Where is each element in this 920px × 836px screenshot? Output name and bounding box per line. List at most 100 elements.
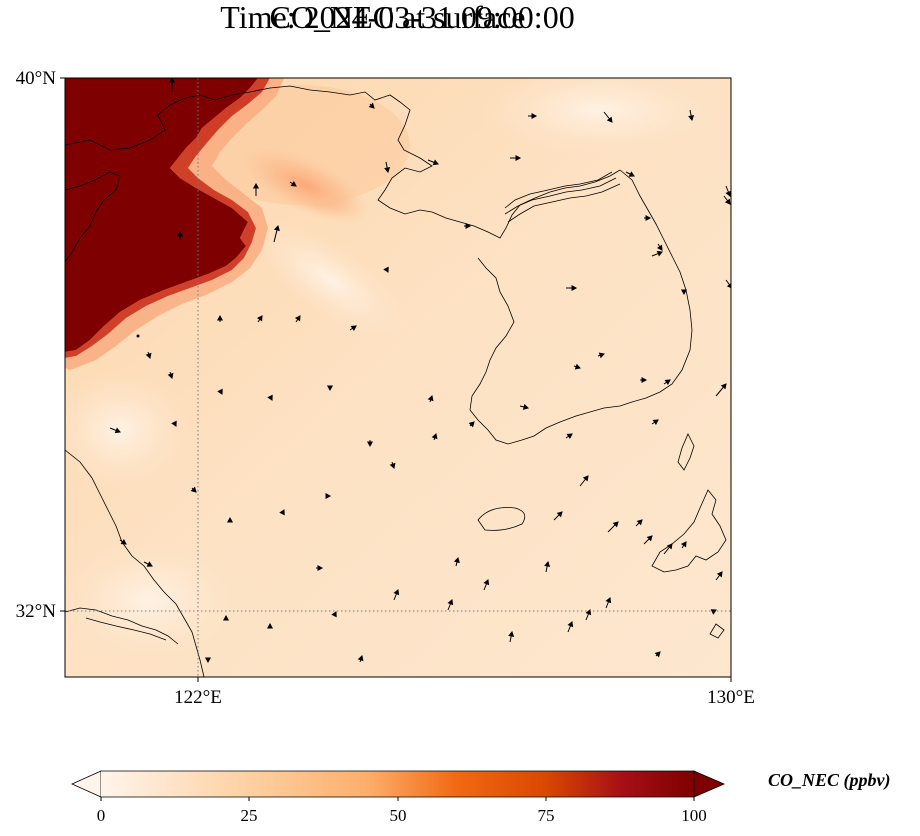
wind-arrow [725,279,731,289]
wind-arrow [389,461,396,469]
wind-arrow [171,420,177,427]
wind-arrow [663,379,671,386]
wind-arrow [357,655,364,663]
wind-arrow [651,250,663,257]
colorbar-tick-50: 50 [390,806,407,825]
wind-arrow [294,315,301,323]
wind-arrow [585,609,592,621]
colorbar-tick-100: 100 [681,806,707,825]
wind-arrow [725,185,731,197]
axis-ticks [60,77,732,682]
wind-arrow [567,621,574,633]
wind-arrow [680,541,687,549]
colorbar-label: CO_NEC (ppbv) [768,770,891,790]
wind-arrow [289,180,297,187]
colorbar-tick-75: 75 [538,806,555,825]
wind-arrow [663,543,673,555]
lon-tick-label-130: 130°E [707,687,755,708]
wind-arrow [267,394,273,401]
wind-vectors [109,78,731,664]
wind-arrow [431,433,438,441]
wind-arrow [715,571,723,581]
concentration-field [65,78,731,677]
colorbar-extend-low [71,770,102,798]
wind-arrow [710,609,717,615]
wind-arrow [607,521,619,533]
wind-arrow [656,243,663,251]
wind-arrow [544,560,551,573]
wind-arrow [143,561,153,567]
wind-arrow [654,651,661,658]
colorbar-tick-25: 25 [241,806,258,825]
wind-arrow [279,509,285,516]
wind-arrow [651,419,659,426]
wind-arrow [222,614,230,621]
wind-arrow [688,109,695,122]
wind-arrow [252,182,260,196]
wind-arrow [644,214,652,222]
wind-arrow [566,284,578,292]
wind-arrow [510,154,522,162]
map-title-line-1: CO_NEC at surface [269,0,526,35]
wind-arrow [468,421,475,428]
colorbar-tick-0: 0 [97,806,106,825]
wind-arrow [136,334,140,338]
wind-arrow [393,589,400,601]
wind-arrow [427,395,434,403]
wind-arrow [368,102,375,109]
wind-arrow [256,315,263,323]
wind-arrow [723,195,731,205]
wind-arrow [366,440,374,448]
wind-arrow [167,371,174,379]
wind-arrow [168,78,176,92]
wind-arrow [605,597,612,609]
wind-arrow [625,171,635,177]
lat-tick-label-32: 32°N [16,601,57,622]
wind-arrow [316,564,324,572]
gridlines [65,78,731,677]
wind-arrow [635,519,643,527]
coastlines [65,85,727,677]
wind-arrow [603,111,613,123]
wind-arrow [109,427,121,434]
high-concentration-region [65,78,258,352]
wind-arrow [204,657,212,664]
wind-arrow [226,516,234,523]
colorbar-extend-high [693,770,726,798]
wind-arrow [643,535,653,545]
wind-arrow [217,388,223,395]
colorbar: 0 25 50 75 100 [71,770,726,825]
wind-arrow [640,376,648,384]
map-title-line-2: Time: 2024-03-31 09:00:00 [220,0,575,35]
wind-arrow [715,383,727,397]
wind-arrow [597,352,605,359]
wind-arrow [579,475,589,487]
wind-arrow [464,222,472,230]
lon-tick-label-122: 122°E [174,687,222,708]
wind-arrow [145,351,152,359]
wind-arrow [483,579,490,591]
wind-arrow [349,325,357,332]
wind-arrow [528,112,538,120]
wind-arrow [427,159,439,166]
wind-arrow [508,630,515,643]
wind-arrow [680,289,688,296]
wind-arrow [216,314,224,322]
wind-arrow [266,622,274,629]
wind-arrow [384,161,391,174]
wind-arrow [453,556,460,567]
wind-arrow [326,385,334,392]
wind-arrow [383,266,389,273]
wind-arrow [553,511,563,521]
colorbar-gradient [101,771,694,797]
wind-arrow [519,403,530,410]
wind-arrow [273,224,280,243]
lat-tick-label-40: 40°N [16,68,57,89]
map-frame [64,77,732,678]
wind-arrow [176,230,184,240]
wind-arrow [325,492,332,500]
wind-arrow [190,486,197,493]
wind-arrow [331,611,337,618]
wind-arrow [447,599,454,611]
wind-arrow [565,433,573,440]
